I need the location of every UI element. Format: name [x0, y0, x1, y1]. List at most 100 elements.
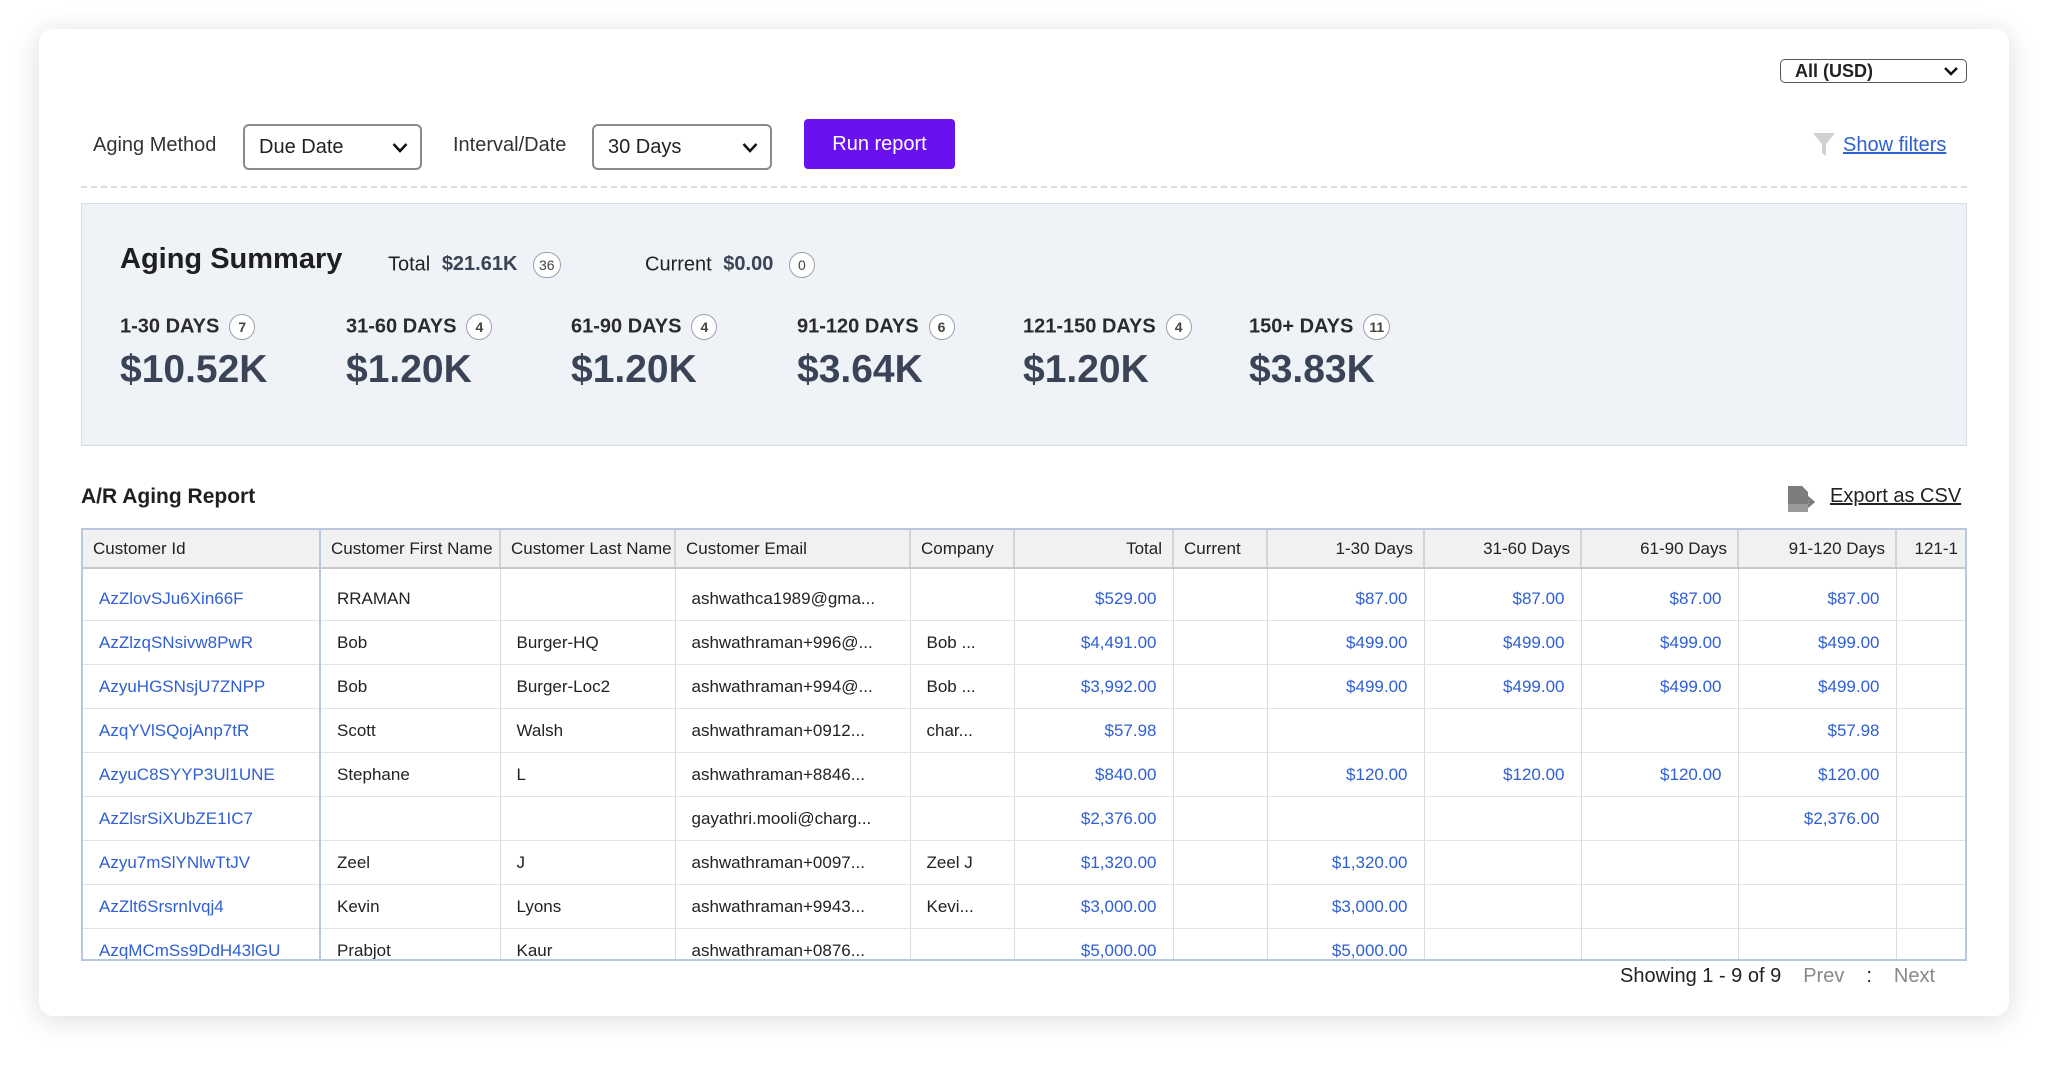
chevron	[1944, 67, 1958, 76]
bucket-header: 1-30 DAYS 7	[120, 314, 256, 340]
summary-title: Aging Summary	[120, 243, 343, 275]
table-cell	[910, 928, 1015, 959]
table-cell	[1896, 752, 1965, 797]
table-cell: $5,000.00	[1267, 928, 1425, 959]
customer-id-link[interactable]: AzyuC8SYYP3Ul1UNE	[83, 752, 321, 797]
table-cell: $840.00	[1014, 752, 1174, 797]
table-cell	[1581, 840, 1739, 885]
total-label: Total	[388, 253, 431, 276]
table-cell: $499.00	[1581, 620, 1739, 665]
next-button[interactable]: Next	[1893, 965, 1936, 987]
table-cell: $499.00	[1424, 620, 1582, 665]
table-cell: gayathri.mooli@charg...	[675, 796, 911, 841]
table-cell	[1424, 928, 1582, 959]
table-cell: Stephane	[320, 752, 501, 797]
export-link[interactable]: Export as CSV	[1830, 485, 1961, 508]
total-count: 36	[533, 252, 561, 278]
interval-select[interactable]: 30 Days	[592, 124, 772, 170]
table-cell	[910, 752, 1015, 797]
table-cell: $120.00	[1424, 752, 1582, 797]
table-cell: Kaur	[500, 928, 676, 959]
column-header: Current	[1173, 530, 1268, 569]
customer-id-link[interactable]: AzZlzqSNsivw8PwR	[83, 620, 321, 665]
show-filters-link[interactable]: Show filters	[1843, 134, 1946, 157]
table-cell: L	[500, 752, 676, 797]
table-cell	[1173, 664, 1268, 709]
column-header: Customer Id	[83, 530, 321, 569]
report-title: A/R Aging Report	[81, 485, 256, 508]
table-cell: J	[500, 840, 676, 885]
bucket-label: 121-150 DAYS	[1023, 315, 1156, 338]
table-cell	[1896, 620, 1965, 665]
bucket-label: 150+ DAYS	[1249, 315, 1354, 338]
table-cell	[910, 568, 1015, 621]
bucket-count: 11	[1363, 314, 1391, 340]
table-cell	[910, 796, 1015, 841]
chevron	[392, 142, 408, 153]
table-cell: $499.00	[1738, 620, 1897, 665]
customer-id-link[interactable]: AzZlt6SrsrnIvqj4	[83, 884, 321, 929]
table-cell: ashwathraman+8846...	[675, 752, 911, 797]
table-cell: $57.98	[1014, 708, 1174, 753]
bucket-amount: $3.64K	[797, 348, 923, 391]
run-report-button[interactable]: Run report	[804, 119, 955, 169]
table-row: AzyuHGSNsjU7ZNPP Bob Burger-Loc2 ashwathram…	[83, 664, 1965, 709]
customer-id-link[interactable]: AzZlsrSiXUbZE1IC7	[83, 796, 321, 841]
aging-table: Customer Id Customer First Name Customer L…	[83, 530, 1965, 959]
table-cell	[1173, 928, 1268, 959]
header-row: Customer Id Customer First Name Customer L…	[83, 530, 1965, 569]
table-cell: $120.00	[1581, 752, 1739, 797]
customer-id-link[interactable]: AzyuHGSNsjU7ZNPP	[83, 664, 321, 709]
filter-icon	[1813, 133, 1835, 156]
table-cell	[500, 568, 676, 621]
divider	[81, 186, 1967, 188]
table-cell: Kevi...	[910, 884, 1015, 929]
aging-method-select[interactable]: Due Date	[243, 124, 422, 170]
table-cell	[1424, 796, 1582, 841]
customer-id-link[interactable]: AzqMCmSs9DdH43lGU	[83, 928, 321, 959]
export-text[interactable]: Export as CSV	[1830, 485, 1962, 507]
table-cell	[1173, 620, 1268, 665]
currency-select[interactable]: All (USD)	[1780, 59, 1967, 83]
table-row: AzZlovSJu6Xin66F RRAMAN ashwathca1989@gma.…	[83, 568, 1965, 621]
show-filters-text[interactable]: Show filters	[1843, 134, 1947, 156]
customer-id-link[interactable]: Azyu7mSlYNlwTtJV	[83, 840, 321, 885]
table-cell: $3,992.00	[1014, 664, 1174, 709]
bucket-amount: $3.83K	[1249, 348, 1375, 391]
table-cell: ashwathraman+9943...	[675, 884, 911, 929]
table-cell: Bob	[320, 664, 501, 709]
table-body: AzZlovSJu6Xin66F RRAMAN ashwathca1989@gma.…	[83, 568, 1965, 959]
table-cell: $2,376.00	[1738, 796, 1897, 841]
table-cell: Zeel	[320, 840, 501, 885]
table-cell	[500, 796, 676, 841]
interval-label: Interval/Date	[453, 134, 567, 156]
table-cell: $2,376.00	[1014, 796, 1174, 841]
table-cell: Zeel J	[910, 840, 1015, 885]
table-cell: char...	[910, 708, 1015, 753]
customer-id-link[interactable]: AzqYVlSQojAnp7tR	[83, 708, 321, 753]
bucket-header: 61-90 DAYS 4	[571, 314, 718, 340]
column-header: 61-90 Days	[1581, 530, 1739, 569]
interval-value: 30 Days	[608, 135, 682, 158]
aging-method-value: Due Date	[259, 135, 344, 158]
current-label: Current	[645, 253, 712, 276]
table-cell: Bob	[320, 620, 501, 665]
current-amount: $0.00	[723, 253, 774, 276]
table-cell	[1424, 840, 1582, 885]
bucket-amount: $10.52K	[120, 348, 268, 391]
bucket-count: 7	[229, 314, 256, 340]
table-cell	[1738, 840, 1897, 885]
table-cell: $4,491.00	[1014, 620, 1174, 665]
table-cell: $499.00	[1424, 664, 1582, 709]
table-cell	[1738, 884, 1897, 929]
table-cell: $87.00	[1581, 568, 1739, 621]
bucket-amount: $1.20K	[346, 348, 472, 391]
prev-button[interactable]: Prev	[1803, 965, 1845, 987]
table-cell	[1581, 708, 1739, 753]
table-cell	[1173, 796, 1268, 841]
table-container: Customer Id Customer First Name Customer L…	[81, 528, 1967, 961]
table-row: AzZlsrSiXUbZE1IC7 gayathri.mooli@charg...…	[83, 796, 1965, 841]
customer-id-link[interactable]: AzZlovSJu6Xin66F	[83, 568, 321, 621]
